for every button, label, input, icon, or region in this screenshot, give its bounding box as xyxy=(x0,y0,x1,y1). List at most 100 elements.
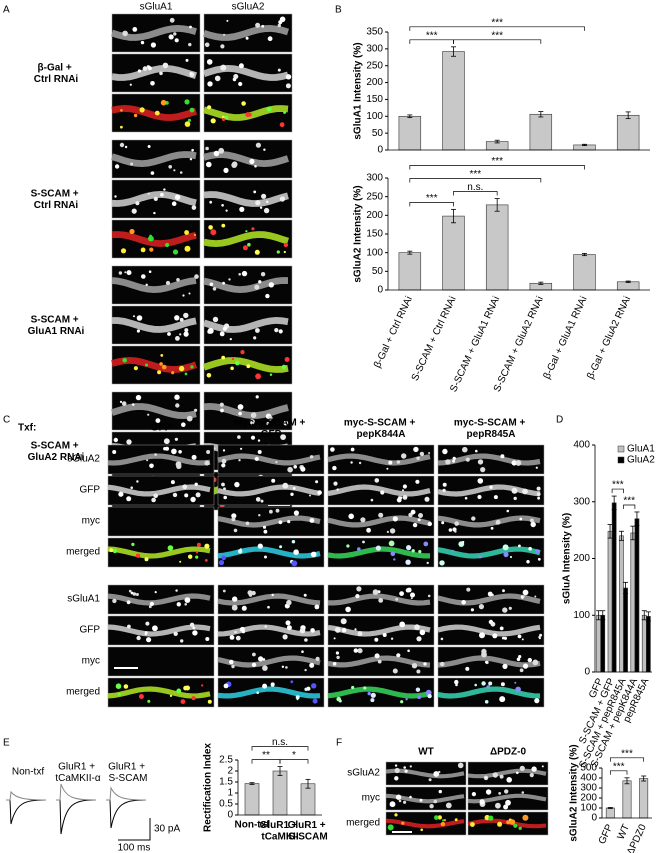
dendrite xyxy=(107,546,211,559)
puncta xyxy=(405,698,408,701)
column-header: myc-S-SCAM + GFP xyxy=(234,417,308,440)
puncta xyxy=(437,815,442,820)
puncta xyxy=(219,331,225,337)
puncta xyxy=(237,404,244,410)
puncta xyxy=(189,107,195,113)
puncta xyxy=(258,280,262,284)
puncta xyxy=(201,684,204,687)
puncta xyxy=(454,818,458,822)
puncta xyxy=(442,488,446,493)
puncta xyxy=(502,589,505,593)
y-tick-label: 0 xyxy=(377,145,383,156)
error-bar xyxy=(494,139,500,144)
puncta xyxy=(481,681,486,686)
puncta xyxy=(493,495,498,500)
axis-line xyxy=(387,178,650,291)
puncta xyxy=(185,58,189,62)
puncta xyxy=(511,460,517,466)
puncta xyxy=(502,544,509,551)
puncta xyxy=(178,365,185,372)
row-label: sGluA2 xyxy=(67,454,100,465)
dendrite xyxy=(107,484,211,497)
dendrite xyxy=(107,453,211,466)
puncta xyxy=(232,596,238,602)
puncta xyxy=(399,496,403,500)
puncta xyxy=(427,693,432,699)
puncta xyxy=(412,522,418,528)
y-tick-label: 0 xyxy=(227,810,233,821)
puncta xyxy=(210,118,216,124)
panel-letter: E xyxy=(3,738,10,749)
puncta xyxy=(129,83,132,86)
puncta xyxy=(283,111,286,114)
puncta xyxy=(423,662,427,666)
puncta xyxy=(521,791,525,794)
puncta xyxy=(519,765,525,772)
axis-line xyxy=(237,760,322,816)
puncta xyxy=(282,634,288,640)
puncta xyxy=(270,682,275,687)
puncta xyxy=(529,773,534,778)
puncta xyxy=(515,686,521,693)
puncta xyxy=(235,635,241,641)
puncta xyxy=(253,190,257,194)
puncta xyxy=(255,328,260,333)
puncta xyxy=(251,662,257,667)
puncta xyxy=(454,521,460,526)
y-tick-label: 300 xyxy=(580,783,597,794)
puncta xyxy=(485,789,492,795)
micrograph xyxy=(327,537,435,568)
puncta xyxy=(418,550,422,554)
puncta xyxy=(230,366,234,371)
puncta xyxy=(174,315,180,321)
puncta xyxy=(264,625,268,628)
puncta xyxy=(478,604,484,610)
puncta xyxy=(190,496,196,503)
bar xyxy=(645,616,651,673)
puncta xyxy=(262,665,268,671)
dendrite xyxy=(217,546,321,559)
puncta xyxy=(255,497,261,502)
puncta xyxy=(189,158,193,161)
puncta xyxy=(187,118,191,122)
y-tick-label: 400 xyxy=(573,440,590,451)
puncta xyxy=(126,270,132,276)
puncta xyxy=(225,209,228,212)
puncta xyxy=(532,659,539,666)
puncta xyxy=(304,668,307,672)
puncta xyxy=(231,664,235,669)
puncta xyxy=(283,250,286,254)
y-tick-label: 500 xyxy=(580,763,597,774)
puncta xyxy=(495,802,501,809)
puncta xyxy=(417,695,421,700)
puncta xyxy=(152,625,158,632)
puncta xyxy=(392,516,398,522)
puncta xyxy=(454,530,457,533)
puncta xyxy=(159,71,163,76)
puncta xyxy=(204,42,210,48)
puncta xyxy=(501,636,505,640)
puncta xyxy=(184,121,191,127)
puncta xyxy=(136,329,140,333)
puncta xyxy=(423,541,429,547)
puncta xyxy=(112,548,118,554)
puncta xyxy=(182,294,185,297)
txf-label: Txf: xyxy=(18,423,36,434)
puncta xyxy=(309,518,315,523)
column-header: ΔPDZ-0 xyxy=(490,747,527,758)
puncta xyxy=(356,586,362,592)
puncta xyxy=(207,105,212,110)
puncta xyxy=(345,606,351,613)
bar xyxy=(600,614,606,673)
puncta xyxy=(206,450,211,454)
puncta xyxy=(374,637,379,642)
puncta xyxy=(135,553,141,558)
dendrite xyxy=(217,484,321,497)
row-label: S-SCAM + Ctrl RNAi xyxy=(31,188,82,211)
dendrite xyxy=(217,453,321,466)
puncta xyxy=(358,461,362,465)
puncta xyxy=(214,75,221,82)
puncta xyxy=(226,19,229,22)
dendrite xyxy=(111,190,197,207)
puncta xyxy=(171,371,175,375)
